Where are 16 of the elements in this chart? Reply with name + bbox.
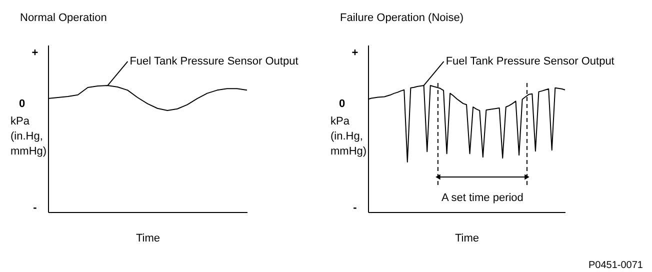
text: Fuel Tank Pressure Sensor Output — [130, 55, 298, 68]
y-axis-title: kPa (in.Hg, mmHg) — [10, 116, 47, 158]
chart-title: Failure Operation (Noise) — [340, 12, 464, 24]
text: - — [33, 202, 38, 214]
x-axis-title: Time — [454, 232, 480, 244]
text: Fuel Tank Pressure Sensor Output — [446, 55, 614, 68]
x-axis-title: Time — [136, 232, 160, 244]
chart-title: Normal Operation — [20, 12, 107, 24]
annotation: A set time period — [441, 192, 524, 204]
text: 0 — [338, 98, 346, 110]
text: 0 — [18, 98, 26, 110]
y-axis-title: kPa (in.Hg, mmHg) — [330, 116, 367, 158]
text: + — [32, 47, 38, 59]
text: - — [353, 202, 358, 214]
text: P0451-0071 — [588, 260, 644, 271]
text: + — [352, 47, 358, 59]
